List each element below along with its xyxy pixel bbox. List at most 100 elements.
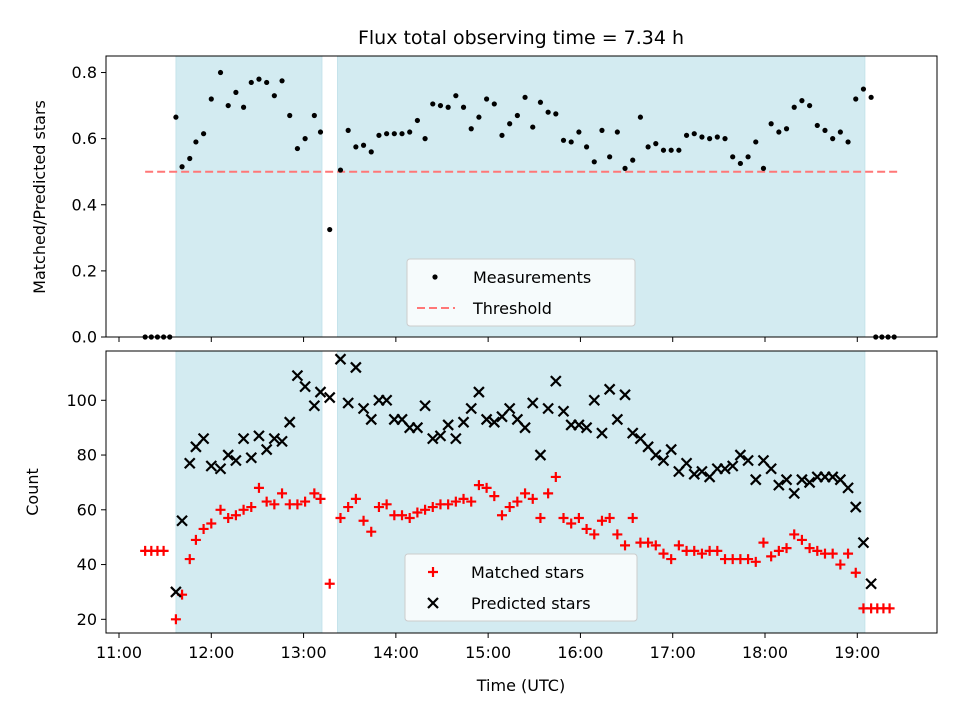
legend: Matched stars Predicted stars [404,553,638,622]
data-point [535,513,546,524]
data-point [722,136,728,142]
data-point [826,471,839,483]
data-point [308,399,321,412]
data-point [776,129,782,135]
data-point [781,543,792,554]
data-point [237,432,250,445]
x-tick-label: 19:00 [834,643,880,662]
y-tick-label: 0.6 [72,129,97,148]
data-point [466,496,477,507]
data-point [591,159,597,165]
x-tick-label: 18:00 [742,643,788,662]
data-point [842,482,854,494]
data-point [673,540,684,551]
data-point [665,443,677,456]
data-point [366,526,377,537]
y-tick-label: 0.2 [72,261,97,280]
x-tick-label: 13:00 [281,643,327,662]
data-point [830,136,836,142]
data-point [292,499,303,510]
data-point [689,545,700,556]
data-point [884,603,895,614]
data-point [453,93,459,99]
data-point [791,104,797,110]
data-point [837,129,843,135]
data-point [489,491,500,502]
data-point [745,154,751,160]
y-tick-label: 80 [77,446,97,465]
data-point [749,473,762,486]
data-point [399,131,405,137]
data-point [804,543,815,554]
data-point [573,513,584,524]
y-tick-label: 0.8 [72,63,97,82]
data-point [271,93,277,99]
data-point [205,460,218,472]
data-point [491,101,497,107]
data-point [666,554,677,565]
data-point [245,451,258,464]
top-y-axis-label: Matched/Predicted stars [30,100,49,294]
data-point [215,504,226,515]
data-point [260,443,273,456]
data-point [225,102,231,109]
data-point [337,167,344,173]
y-tick-label: 0.4 [72,195,97,214]
data-point [512,496,523,507]
data-point [193,139,199,145]
data-point [604,513,615,524]
data-point [458,493,469,504]
data-point [865,577,877,590]
data-point [803,476,816,489]
data-point [849,501,862,513]
data-point [566,518,577,529]
data-point [404,513,415,524]
x-tick-label: 17:00 [650,643,696,662]
series-measurements [142,69,897,340]
data-point [488,416,501,428]
data-point [783,126,790,132]
axes-frame [105,55,938,338]
data-point [835,559,846,570]
data-point [473,480,484,491]
data-point [650,449,662,461]
data-point [843,548,854,559]
data-point [614,129,620,135]
data-point [208,96,214,102]
data-point [200,131,207,137]
data-point [411,421,424,434]
data-point [645,144,651,150]
data-point [256,76,262,82]
data-point [407,129,413,135]
data-point [277,488,288,499]
data-point [519,421,531,434]
data-point [860,86,867,92]
data-point [350,493,361,504]
data-point [173,114,179,120]
data-point [426,432,439,445]
bottom-y-axis-label: Count [23,468,42,516]
data-point [222,449,234,461]
series-matched-stars [140,471,895,625]
data-point [789,529,800,540]
data-point [311,112,317,119]
data-point [589,529,600,540]
data-point [760,165,767,171]
data-point [534,449,547,461]
data-point [412,507,423,518]
data-point [620,540,631,551]
data-point [269,499,280,510]
data-point [253,482,264,493]
data-point [434,430,447,442]
data-point [612,529,623,540]
legend: Measurements Threshold [406,258,636,327]
data-point [596,515,607,526]
data-point [688,468,701,480]
data-point [630,157,636,163]
data-point [550,471,561,482]
data-point [357,402,370,415]
data-point [580,421,593,434]
data-point [268,432,281,445]
data-point [596,427,608,439]
data-point [807,102,813,109]
